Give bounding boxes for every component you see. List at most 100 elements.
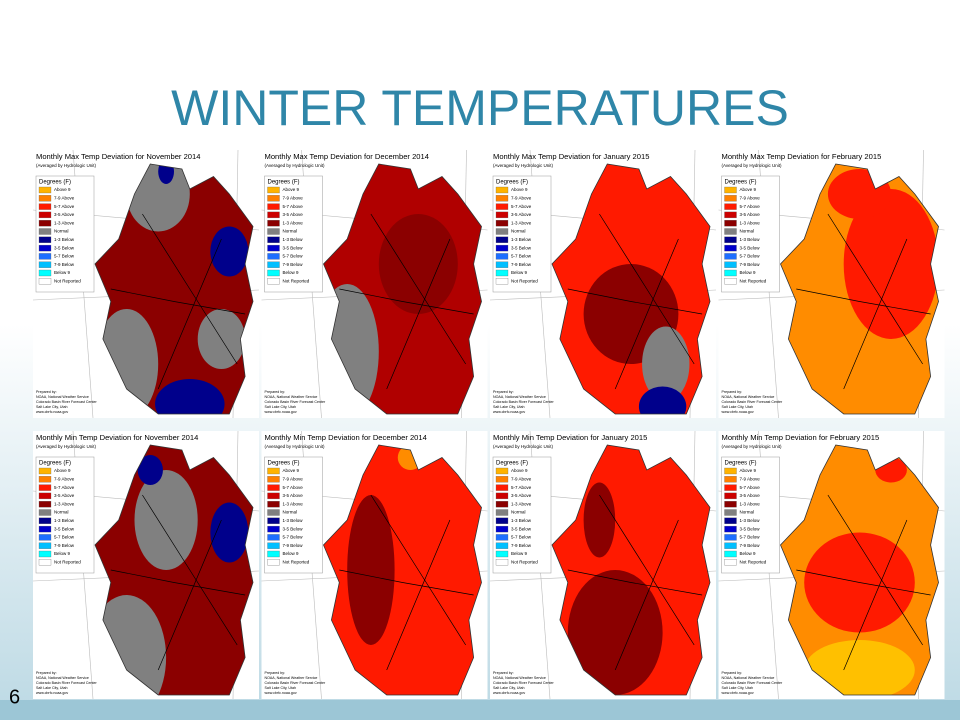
map-panel: Monthly Max Temp Deviation for November … bbox=[32, 149, 260, 419]
legend-swatch bbox=[495, 203, 509, 210]
footer-text: Colorado Basin River Forecast Center bbox=[265, 681, 327, 685]
river-line bbox=[110, 569, 246, 596]
legend-swatch bbox=[267, 484, 280, 491]
legend-label: 7-9 Below bbox=[511, 262, 532, 267]
footer-text: Colorado Basin River Forecast Center bbox=[493, 400, 555, 404]
legend-swatch bbox=[495, 534, 509, 541]
legend-label: Below 9 bbox=[740, 551, 757, 556]
legend-label: Not Reported bbox=[740, 278, 767, 283]
legend-label: Normal bbox=[54, 510, 69, 515]
legend-label: 1-3 Above bbox=[283, 501, 304, 506]
river-line bbox=[110, 288, 246, 315]
legend-label: Below 9 bbox=[740, 270, 757, 275]
legend-swatch bbox=[724, 492, 737, 500]
legend-label: 5-7 Above bbox=[54, 204, 75, 209]
legend-title: Degrees (F) bbox=[268, 461, 300, 467]
legend-swatch bbox=[267, 559, 280, 566]
legend-label: 7-9 Above bbox=[54, 195, 75, 200]
legend-swatch bbox=[267, 467, 280, 475]
footer-text: Colorado Basin River Forecast Center bbox=[36, 681, 98, 685]
river-line bbox=[827, 213, 923, 365]
legend-label: 1-3 Above bbox=[740, 220, 761, 225]
legend-label: 7-9 Below bbox=[54, 262, 75, 267]
legend-label: 7-9 Below bbox=[740, 543, 761, 548]
legend-swatch bbox=[724, 220, 737, 227]
legend-swatch bbox=[724, 509, 737, 516]
legend-swatch bbox=[38, 236, 52, 243]
legend-swatch bbox=[495, 559, 509, 566]
footer-text: Prepared by: bbox=[36, 390, 57, 394]
legend-label: 5-7 Above bbox=[740, 485, 761, 490]
legend-swatch bbox=[724, 203, 737, 210]
deviation-region bbox=[567, 570, 663, 695]
river-line bbox=[796, 288, 931, 315]
legend-label: 3-5 Above bbox=[740, 212, 761, 217]
legend-label: Normal bbox=[54, 229, 69, 234]
legend-swatch bbox=[38, 203, 52, 210]
river-line bbox=[386, 519, 451, 671]
legend-swatch bbox=[38, 484, 52, 491]
legend-label: 1-3 Above bbox=[511, 501, 532, 506]
page-number: 6 bbox=[9, 686, 20, 708]
legend-label: 3-5 Below bbox=[740, 245, 761, 250]
legend-label: 3-5 Above bbox=[54, 212, 75, 217]
legend-swatch bbox=[495, 211, 509, 219]
legend-label: Above 9 bbox=[283, 468, 300, 473]
river-line bbox=[339, 288, 474, 315]
legend-swatch bbox=[724, 211, 737, 219]
panel-title: Monthly Min Temp Deviation for February … bbox=[722, 433, 880, 442]
river-line bbox=[796, 569, 931, 596]
legend-swatch bbox=[495, 220, 509, 227]
basin-outline bbox=[780, 163, 939, 415]
river-line bbox=[567, 288, 703, 315]
legend-label: 5-7 Above bbox=[54, 485, 75, 490]
legend-label: Above 9 bbox=[511, 187, 528, 192]
footer-text: Prepared by: bbox=[265, 390, 286, 394]
panel-subtitle: (Averaged by Hydrologic Unit) bbox=[265, 444, 325, 449]
legend-label: 7-9 Above bbox=[740, 195, 761, 200]
river-line bbox=[339, 569, 474, 596]
legend-swatch bbox=[267, 244, 280, 252]
legend-swatch bbox=[724, 261, 737, 268]
river-line bbox=[157, 238, 222, 390]
legend-swatch bbox=[495, 244, 509, 252]
legend-label: 3-5 Above bbox=[511, 212, 532, 217]
deviation-region bbox=[347, 495, 395, 645]
legend-swatch bbox=[724, 484, 737, 491]
legend-swatch bbox=[267, 211, 280, 219]
legend-label: 3-5 Above bbox=[740, 493, 761, 498]
slide-title: WINTER TEMPERATURES bbox=[171, 80, 789, 136]
river-line bbox=[843, 519, 908, 671]
river-line bbox=[599, 213, 695, 365]
legend-swatch bbox=[495, 195, 509, 202]
legend-title: Degrees (F) bbox=[725, 461, 757, 467]
footer-text: Prepared by: bbox=[265, 671, 286, 675]
panel-subtitle: (Averaged by Hydrologic Unit) bbox=[722, 163, 782, 168]
legend-label: 7-9 Above bbox=[283, 195, 304, 200]
footer-text: Salt Lake City, Utah bbox=[265, 405, 297, 409]
footer-text: Salt Lake City, Utah bbox=[265, 686, 297, 690]
legend-title: Degrees (F) bbox=[496, 180, 528, 186]
footer-text: NOAA, National Weather Service bbox=[722, 395, 775, 399]
legend-swatch bbox=[38, 542, 52, 549]
legend-label: 5-7 Above bbox=[283, 485, 304, 490]
legend-label: Below 9 bbox=[54, 270, 71, 275]
deviation-region bbox=[804, 640, 915, 695]
legend-swatch bbox=[38, 509, 52, 516]
panel-subtitle: (Averaged by Hydrologic Unit) bbox=[265, 163, 325, 168]
legend-swatch bbox=[267, 195, 280, 202]
legend-label: 7-9 Above bbox=[54, 476, 75, 481]
river-line bbox=[614, 238, 679, 390]
legend-swatch bbox=[724, 476, 737, 483]
legend-swatch bbox=[267, 534, 280, 541]
legend-label: Not Reported bbox=[283, 278, 310, 283]
legend-label: Above 9 bbox=[511, 468, 528, 473]
footer-text: Salt Lake City, Utah bbox=[722, 405, 754, 409]
legend-label: Below 9 bbox=[283, 270, 300, 275]
legend-swatch bbox=[724, 517, 737, 524]
legend-label: 1-3 Above bbox=[54, 501, 75, 506]
legend-swatch bbox=[267, 525, 280, 533]
legend-swatch bbox=[724, 253, 737, 260]
legend-label: Above 9 bbox=[54, 187, 71, 192]
